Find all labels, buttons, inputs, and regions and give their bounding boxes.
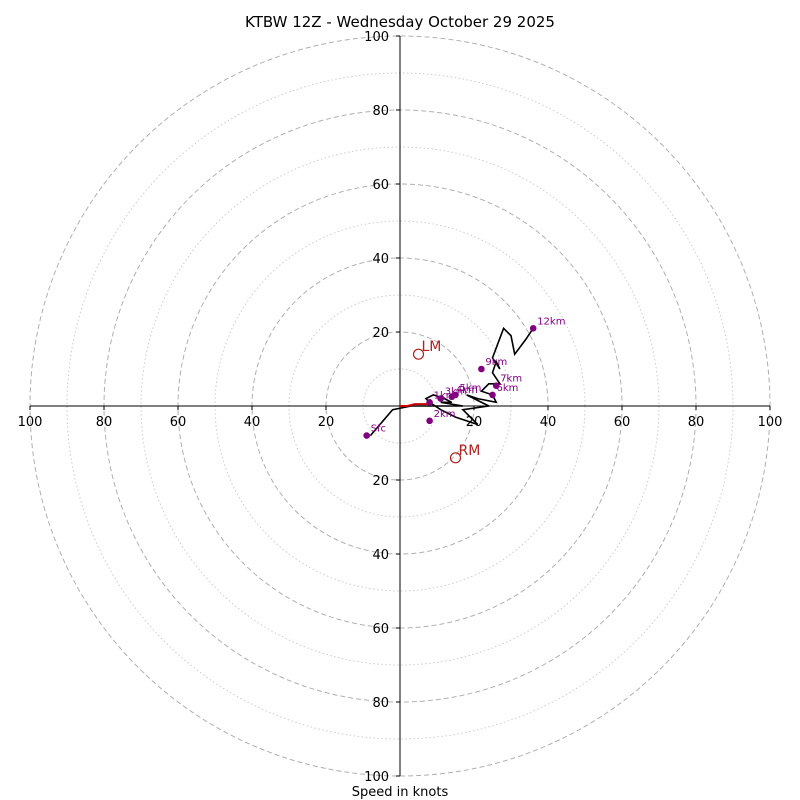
height-marker-point bbox=[478, 365, 485, 373]
lowlevel-trace-line bbox=[400, 403, 430, 407]
height-marker-label: 2km bbox=[434, 409, 456, 420]
height-marker-label: 12km bbox=[537, 316, 565, 327]
storm-motion-label: LM bbox=[422, 339, 442, 355]
hodograph-trace bbox=[369, 326, 534, 437]
y-tick-label: 100 bbox=[364, 770, 389, 785]
storm-motion-label: RM bbox=[459, 443, 481, 459]
height-marker-point bbox=[452, 391, 459, 399]
x-axis-label: Speed in knots bbox=[352, 785, 449, 800]
y-tick-label: 40 bbox=[372, 548, 389, 563]
trace-line bbox=[369, 326, 534, 437]
x-tick-label: 20 bbox=[318, 415, 335, 430]
y-tick-label: 80 bbox=[372, 696, 389, 711]
y-tick-label: 20 bbox=[372, 326, 389, 341]
height-marker-point bbox=[437, 395, 445, 402]
storm-motion: LM RM bbox=[412, 339, 481, 464]
x-tick-label: 80 bbox=[96, 415, 113, 430]
x-tick-label: 100 bbox=[18, 415, 43, 430]
height-marker-label: 7km bbox=[500, 374, 522, 385]
x-tick-label: 40 bbox=[540, 415, 557, 430]
x-tick-label: 60 bbox=[614, 415, 631, 430]
height-marker-label: 6km bbox=[497, 383, 519, 394]
height-marker-point bbox=[489, 391, 496, 399]
height-marker-point bbox=[363, 432, 371, 439]
y-tick-label: 60 bbox=[372, 622, 389, 637]
storm-motion-marker bbox=[412, 348, 425, 360]
y-tick-label: 100 bbox=[364, 30, 389, 45]
height-marker-point bbox=[529, 325, 537, 332]
height-marker-point bbox=[426, 417, 433, 425]
x-tick-label: 40 bbox=[244, 415, 261, 430]
y-tick-label: 40 bbox=[372, 252, 389, 267]
height-marker-point bbox=[492, 382, 500, 389]
y-tick-label: 20 bbox=[372, 474, 389, 489]
storm-motion-marker bbox=[449, 452, 462, 464]
y-tick-label: 60 bbox=[372, 178, 389, 193]
height-marker-label: 5km bbox=[460, 383, 482, 394]
height-marker-label: 4km bbox=[456, 385, 478, 396]
height-marker-label: 9km bbox=[485, 357, 507, 368]
x-tick-label: 100 bbox=[758, 415, 783, 430]
height-marker-label: Sfc bbox=[371, 424, 386, 435]
x-tick-label: 60 bbox=[170, 415, 187, 430]
height-markers: Sfc1km2km3km4km5km6km7km9km12km bbox=[363, 316, 565, 439]
height-marker-label: 1km bbox=[434, 390, 456, 401]
height-marker-point bbox=[426, 399, 433, 406]
tick-labels: 1001008080606040402020202040406060808010… bbox=[18, 30, 783, 785]
y-tick-label: 80 bbox=[372, 104, 389, 119]
chart-title: KTBW 12Z - Wednesday October 29 2025 bbox=[245, 13, 555, 31]
x-tick-label: 80 bbox=[688, 415, 705, 430]
